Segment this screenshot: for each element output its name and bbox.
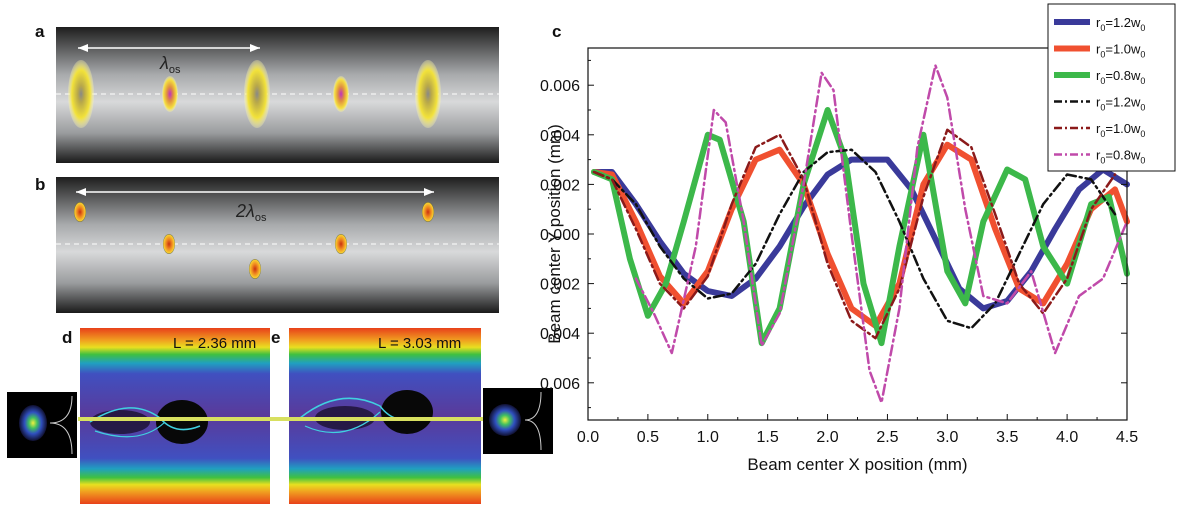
panel-a-waveguide: λos bbox=[56, 27, 499, 163]
beam-spot bbox=[244, 60, 270, 128]
x-tick-label: 0.5 bbox=[637, 429, 659, 446]
y-tick-label: −0.004 bbox=[540, 326, 580, 343]
beam-spot bbox=[163, 234, 175, 254]
y-tick-label: 0.002 bbox=[540, 177, 580, 194]
x-tick-label: 3.0 bbox=[936, 429, 958, 446]
panel-b-waveguide: 2λos bbox=[56, 177, 499, 313]
beam-center-chart: 0.0 0.5 1.0 1.5 2.0 2.5 3.0 3.5 4.0 4.5 −0.006 −0.0… bbox=[540, 3, 1176, 474]
svg-text:2λos: 2λos bbox=[235, 201, 267, 224]
y-tick-label: −0.002 bbox=[540, 277, 580, 294]
panel-label-a: a bbox=[35, 22, 45, 41]
beam-spot bbox=[415, 60, 441, 128]
beam-spot bbox=[74, 202, 86, 222]
x-axis-label: Beam center X position (mm) bbox=[747, 455, 967, 474]
panel-de-simulations: L = 2.36 mm L = 3.03 mm bbox=[7, 328, 553, 504]
x-tick-label: 0.0 bbox=[577, 429, 599, 446]
panel-label-e: e bbox=[271, 328, 281, 347]
length-label-e: L = 3.03 mm bbox=[378, 335, 461, 352]
beam-spot bbox=[162, 76, 178, 112]
legend-entry: r0=1.0w0 bbox=[1096, 121, 1145, 139]
series-line-4 bbox=[592, 148, 1117, 330]
svg-text:λos: λos bbox=[159, 53, 181, 76]
beam-spot bbox=[422, 202, 434, 222]
legend-entry: r0=1.0w0 bbox=[1096, 42, 1145, 60]
x-tick-label: 1.0 bbox=[697, 429, 719, 446]
x-tick-label: 2.0 bbox=[816, 429, 838, 446]
x-tick-label: 4.0 bbox=[1056, 429, 1078, 446]
panel-label-d: d bbox=[62, 328, 73, 347]
legend-entry: r0=1.2w0 bbox=[1096, 95, 1145, 113]
x-tick-label: 1.5 bbox=[757, 429, 779, 446]
y-tick-label: 0.000 bbox=[540, 227, 580, 244]
legend: r0=1.2w0 r0=1.0w0 r0=0.8w0 r0=1.2w0 r0=1.0w0… bbox=[1047, 3, 1176, 172]
beam-spot bbox=[335, 234, 347, 254]
series-line-5 bbox=[592, 128, 1117, 340]
length-label-d: L = 2.36 mm bbox=[173, 335, 256, 352]
legend-entry: r0=1.2w0 bbox=[1096, 15, 1145, 33]
legend-entry: r0=0.8w0 bbox=[1096, 68, 1145, 86]
y-axis-label: Beam center Y position (mm) bbox=[545, 124, 564, 344]
panel-label-c: c bbox=[552, 22, 562, 41]
legend-entry: r0=0.8w0 bbox=[1096, 148, 1145, 166]
beam-spot bbox=[249, 259, 261, 279]
panel-label-b: b bbox=[35, 175, 46, 194]
series-line-1 bbox=[591, 156, 1130, 312]
series-line-3 bbox=[591, 107, 1130, 347]
y-tick-label: 0.006 bbox=[540, 78, 580, 95]
x-tick-label: 2.5 bbox=[876, 429, 898, 446]
beam-spot bbox=[68, 60, 94, 128]
x-tick-label: 4.5 bbox=[1116, 429, 1138, 446]
series-line-6 bbox=[634, 64, 1129, 404]
x-tick-label: 3.5 bbox=[996, 429, 1018, 446]
beam-spot bbox=[333, 76, 349, 112]
y-tick-label: 0.004 bbox=[540, 128, 580, 145]
y-tick-label: −0.006 bbox=[540, 376, 580, 393]
